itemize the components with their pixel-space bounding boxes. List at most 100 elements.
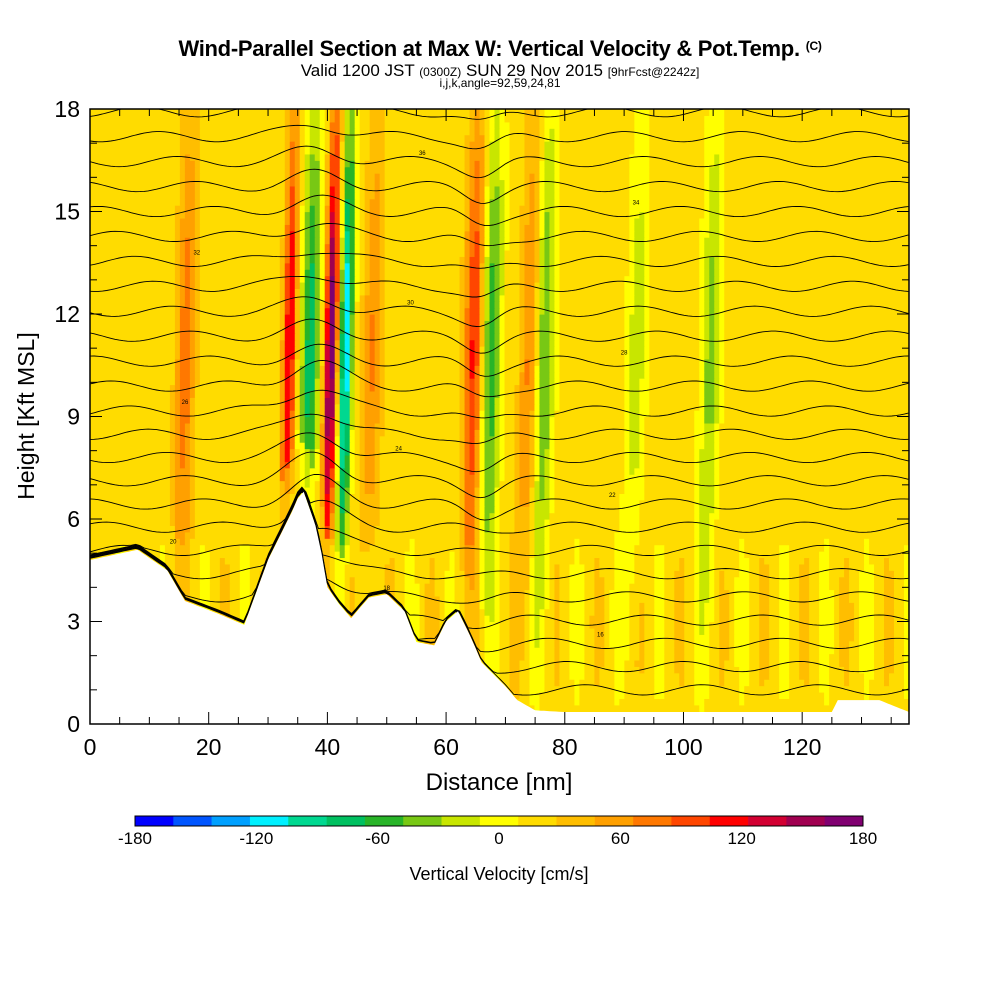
velocity-cell [359, 269, 366, 277]
velocity-cell [294, 358, 301, 366]
velocity-cell [404, 551, 416, 559]
velocity-cell [299, 237, 306, 245]
velocity-cell [334, 243, 341, 251]
velocity-cell [329, 422, 336, 430]
velocity-cell [634, 301, 645, 309]
velocity-cell [184, 269, 191, 277]
velocity-cell [829, 653, 840, 661]
velocity-cell [559, 224, 630, 232]
velocity-cell [329, 551, 336, 559]
velocity-cell [799, 666, 810, 674]
velocity-cell [554, 563, 561, 571]
velocity-cell [354, 583, 386, 591]
velocity-cell [534, 519, 546, 527]
velocity-cell [359, 454, 366, 462]
velocity-cell [329, 153, 341, 161]
velocity-cell [549, 224, 556, 232]
velocity-cell [604, 621, 610, 629]
velocity-cell [719, 506, 909, 514]
velocity-cell [309, 403, 316, 411]
velocity-cell [484, 519, 491, 527]
velocity-cell [199, 185, 286, 193]
velocity-cell [174, 307, 181, 315]
velocity-cell [499, 589, 511, 597]
velocity-cell [509, 589, 526, 597]
velocity-cell [769, 615, 780, 623]
velocity-cell [334, 320, 341, 328]
velocity-cell [554, 506, 620, 514]
velocity-cell [904, 589, 909, 597]
velocity-cell [304, 269, 311, 277]
velocity-cell [349, 314, 356, 322]
velocity-cell [519, 397, 536, 405]
velocity-cell [349, 583, 356, 591]
velocity-cell [534, 358, 541, 366]
velocity-cell [749, 583, 760, 591]
velocity-cell [349, 243, 356, 251]
velocity-cell [459, 538, 466, 546]
velocity-cell [90, 281, 176, 289]
velocity-cell [519, 365, 526, 373]
velocity-cell [364, 371, 371, 379]
velocity-cell [374, 320, 381, 328]
velocity-cell [494, 448, 501, 456]
velocity-cell [554, 153, 561, 161]
velocity-cell [509, 134, 526, 142]
velocity-cell [504, 442, 516, 450]
velocity-cell [359, 358, 366, 366]
velocity-cell [489, 153, 501, 161]
velocity-cell [719, 403, 725, 411]
velocity-cell [849, 666, 860, 674]
velocity-cell [539, 249, 546, 257]
velocity-cell [249, 557, 266, 565]
velocity-cell [304, 192, 311, 200]
velocity-cell [90, 326, 176, 334]
velocity-cell [344, 499, 351, 507]
velocity-cell [374, 371, 381, 379]
velocity-cell [364, 442, 376, 450]
velocity-cell [644, 217, 650, 225]
velocity-cell [174, 448, 181, 456]
velocity-cell [479, 551, 486, 559]
velocity-cell [584, 640, 595, 648]
velocity-cell [304, 352, 316, 360]
velocity-cell [334, 531, 341, 539]
velocity-cell [319, 410, 326, 418]
velocity-cell [469, 237, 476, 245]
velocity-cell [499, 358, 506, 366]
velocity-cell [629, 365, 645, 373]
velocity-cell [539, 121, 546, 129]
velocity-cell [354, 147, 361, 155]
velocity-cell [90, 352, 176, 360]
velocity-cell [309, 333, 316, 341]
velocity-cell [174, 224, 181, 232]
velocity-cell [199, 237, 281, 245]
velocity-cell [344, 506, 351, 514]
velocity-cell [169, 519, 176, 527]
velocity-cell [289, 109, 301, 117]
velocity-cell [454, 576, 466, 584]
velocity-cell [329, 544, 336, 552]
velocity-cell [359, 243, 366, 251]
velocity-cell [709, 634, 720, 642]
velocity-cell [464, 378, 471, 386]
velocity-cell [609, 627, 630, 635]
velocity-cell [549, 519, 620, 527]
velocity-cell [284, 109, 291, 117]
velocity-cell [354, 115, 361, 123]
velocity-cell [569, 640, 585, 648]
velocity-cell [384, 141, 466, 149]
velocity-cell [354, 435, 361, 443]
velocity-cell [199, 211, 286, 219]
velocity-cell [484, 493, 496, 501]
velocity-cell [499, 634, 511, 642]
velocity-cell [174, 538, 181, 546]
velocity-cell [419, 595, 426, 603]
velocity-cell [634, 115, 650, 123]
velocity-cell [484, 640, 501, 648]
velocity-cell [484, 467, 496, 475]
velocity-cell [404, 589, 421, 597]
velocity-cell [314, 346, 321, 354]
velocity-cell [369, 352, 376, 360]
velocity-cell [714, 281, 720, 289]
